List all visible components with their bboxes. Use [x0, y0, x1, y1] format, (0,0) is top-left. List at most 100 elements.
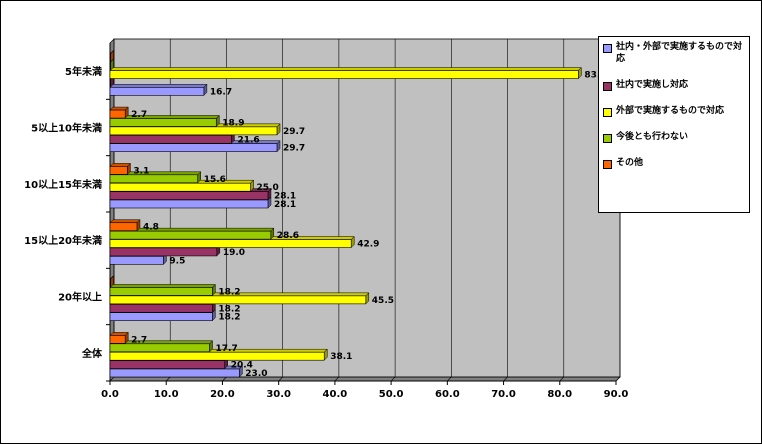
- bar: [109, 256, 164, 265]
- legend-swatch: [603, 44, 612, 53]
- legend-swatch: [603, 134, 612, 143]
- bar: [109, 303, 213, 313]
- category-label: 20年以上: [58, 291, 102, 304]
- data-label: 18.2: [218, 287, 240, 297]
- data-label: 45.5: [372, 296, 394, 306]
- gridline-floor: [447, 376, 452, 382]
- data-label: 28.1: [274, 200, 296, 210]
- data-label: 28.6: [277, 231, 299, 241]
- data-label: 42.9: [357, 240, 379, 250]
- bar: [109, 182, 251, 192]
- bar: [109, 368, 240, 378]
- data-label: 83.3: [584, 71, 606, 81]
- category-label: 全体: [81, 347, 103, 360]
- gridline-floor: [559, 376, 564, 382]
- legend-item-4: その他: [603, 157, 745, 169]
- data-label: 15.6: [204, 175, 226, 185]
- bar: [109, 335, 126, 344]
- data-label: 17.7: [216, 344, 238, 354]
- data-label: 21.6: [237, 135, 259, 145]
- data-label: 16.7: [210, 87, 232, 97]
- bar: [109, 70, 579, 79]
- x-tick-label: 40.0: [323, 389, 348, 400]
- bar: [109, 230, 272, 240]
- gridline-floor: [222, 376, 227, 382]
- bar: [109, 126, 278, 136]
- data-label: 23.0: [245, 369, 267, 379]
- bar: [109, 247, 218, 257]
- gridline-floor: [278, 376, 283, 382]
- bar: [109, 87, 205, 96]
- gridline-floor: [615, 376, 621, 382]
- legend-label: その他: [616, 158, 644, 168]
- x-tick-label: 60.0: [435, 389, 460, 400]
- data-label: 28.1: [274, 192, 296, 202]
- data-label: 29.7: [283, 144, 305, 154]
- legend-swatch: [603, 160, 612, 169]
- legend-item-2: 外部で実施するもので対応: [603, 105, 745, 117]
- data-label: 2.7: [131, 110, 147, 120]
- x-tick-label: 70.0: [491, 389, 516, 400]
- legend-label: 社内で実施し対応: [616, 80, 689, 90]
- bar: [109, 174, 199, 184]
- x-tick-label: 10.0: [154, 389, 179, 400]
- bar: [109, 53, 111, 63]
- bar: [109, 312, 213, 321]
- bar: [109, 118, 217, 127]
- bar: [109, 222, 138, 232]
- x-tick-label: 30.0: [266, 389, 291, 400]
- bar: [109, 191, 269, 200]
- x-tick-label: 0.0: [101, 389, 119, 400]
- category-label: 5年未満: [65, 65, 102, 78]
- bar: [109, 351, 325, 361]
- data-label: 18.2: [218, 313, 240, 323]
- data-label: 9.5: [169, 256, 185, 266]
- bar: [109, 166, 128, 175]
- x-tick-label: 20.0: [210, 389, 235, 400]
- bar-top-face: [109, 284, 216, 288]
- bar: [109, 143, 278, 152]
- bar: [109, 239, 352, 248]
- bar-top-face: [109, 67, 582, 71]
- category-label: 15以上20年未満: [24, 234, 102, 247]
- data-label: 3.1: [133, 166, 149, 176]
- data-label: 20.4: [231, 361, 253, 371]
- legend-item-0: 社内・外部で実施するもので対応: [603, 41, 745, 65]
- data-label: 4.8: [143, 223, 159, 233]
- legend-label: 社内・外部で実施するもので対応: [616, 42, 743, 64]
- legend-swatch: [603, 108, 612, 117]
- category-label: 5以上10年未満: [31, 122, 102, 135]
- bar: [109, 360, 225, 369]
- x-tick-label: 80.0: [547, 389, 572, 400]
- data-label: 18.9: [222, 118, 244, 128]
- gridline-floor: [390, 376, 396, 382]
- data-label: 18.2: [218, 304, 240, 314]
- bar: [109, 295, 367, 305]
- legend-label: 今後とも行わない: [616, 132, 689, 142]
- bar: [109, 109, 126, 119]
- category-label: 10以上15年未満: [24, 178, 102, 191]
- bar-top-face: [109, 84, 208, 88]
- bar-top-face: [109, 163, 132, 167]
- bar: [109, 78, 111, 88]
- legend-label: 外部で実施するもので対応: [616, 106, 725, 116]
- gridline-floor: [503, 376, 508, 382]
- bar: [109, 343, 210, 353]
- legend-swatch: [603, 82, 612, 91]
- data-label: 29.7: [283, 127, 305, 137]
- gridline-floor: [166, 376, 171, 382]
- bar: [109, 199, 269, 209]
- data-label: 2.7: [131, 335, 147, 345]
- x-tick-label: 50.0: [379, 389, 404, 400]
- plot-floor: [109, 376, 621, 382]
- data-label: 25.0: [257, 183, 279, 193]
- bar: [109, 287, 213, 296]
- gridline-floor: [334, 376, 340, 382]
- data-label: 38.1: [330, 352, 352, 362]
- legend: 社内・外部で実施するもので対応 社内で実施し対応 外部で実施するもので対応 今後…: [598, 36, 750, 213]
- bar: [109, 61, 111, 71]
- legend-item-3: 今後とも行わない: [603, 131, 745, 143]
- legend-item-1: 社内で実施し対応: [603, 79, 745, 91]
- bar: [109, 278, 111, 288]
